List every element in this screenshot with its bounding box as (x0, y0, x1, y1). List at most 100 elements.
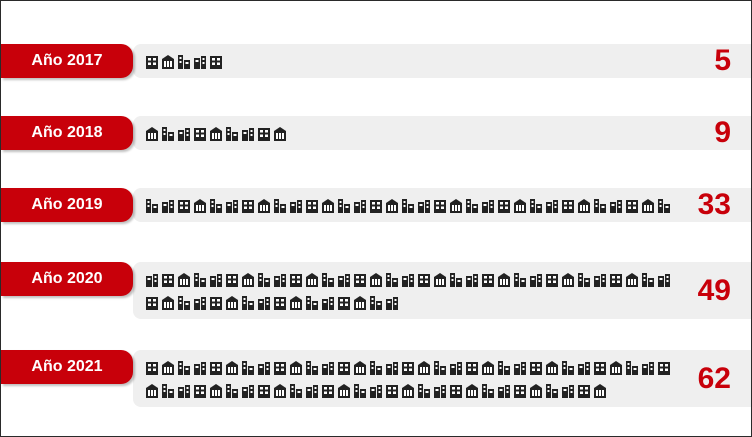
building-icon (642, 199, 654, 213)
building-icon (274, 199, 286, 213)
building-icon (258, 273, 270, 287)
building-icon (242, 273, 254, 287)
building-icon (514, 273, 526, 287)
building-icon (594, 362, 606, 375)
building-icon (162, 274, 174, 287)
building-icon (562, 200, 574, 213)
building-icon (370, 385, 382, 398)
building-icon (450, 199, 462, 213)
building-icon (418, 274, 430, 287)
building-icon (530, 274, 542, 287)
building-icon (402, 199, 414, 213)
building-icon (146, 56, 158, 69)
building-icon (482, 200, 494, 213)
pictogram-icons (144, 125, 684, 148)
building-icon (386, 385, 398, 398)
building-icon (338, 362, 350, 375)
building-icon (274, 362, 286, 375)
building-icon (178, 361, 190, 375)
building-icon (498, 200, 510, 213)
building-icon (338, 199, 350, 213)
building-icon (546, 361, 558, 375)
building-icon (338, 274, 350, 287)
building-icon (562, 273, 574, 287)
building-icon (322, 199, 334, 213)
building-icon (498, 361, 510, 375)
building-icon (322, 297, 334, 310)
building-icon (354, 361, 366, 375)
building-icon (226, 361, 238, 375)
building-icon (434, 200, 446, 213)
building-icon (370, 296, 382, 310)
building-icon (482, 384, 494, 398)
building-icon (146, 362, 158, 375)
building-icon (626, 361, 638, 375)
building-icon (354, 200, 366, 213)
building-icon (274, 274, 286, 287)
building-icon (194, 128, 206, 141)
building-icon (546, 384, 558, 398)
chart-row: Año 2021 62 (1, 350, 751, 407)
building-icon (274, 127, 286, 141)
building-icon (658, 362, 670, 375)
category-label: Año 2018 (1, 116, 133, 150)
building-icon (402, 274, 414, 287)
building-icon (466, 199, 478, 213)
building-icon (162, 127, 174, 141)
building-icon (642, 362, 654, 375)
building-icon (498, 385, 510, 398)
category-label: Año 2020 (1, 262, 133, 296)
building-icon (482, 361, 494, 375)
category-label: Año 2019 (1, 188, 133, 222)
building-icon (242, 296, 254, 310)
pictogram-icons (144, 197, 684, 220)
building-icon (594, 199, 606, 213)
building-icon (578, 273, 590, 287)
building-icon (386, 199, 398, 213)
building-icon (610, 200, 622, 213)
pictogram-icons (144, 53, 684, 76)
value-label: 5 (714, 44, 731, 77)
building-icon (578, 362, 590, 375)
building-icon (210, 199, 222, 213)
building-icon (626, 273, 638, 287)
building-icon (178, 385, 190, 398)
building-icon (178, 200, 190, 213)
building-icon (290, 200, 302, 213)
category-label: Año 2021 (1, 350, 133, 384)
building-icon (226, 127, 238, 141)
building-icon (146, 199, 158, 213)
building-icon (274, 297, 286, 310)
building-icon (418, 361, 430, 375)
category-label: Año 2017 (1, 44, 133, 78)
building-icon (402, 384, 414, 398)
chart-row: Año 2018 9 (1, 116, 751, 150)
building-icon (146, 127, 158, 141)
building-icon (178, 296, 190, 310)
building-icon (226, 274, 238, 287)
building-icon (242, 385, 254, 398)
building-icon (242, 128, 254, 141)
pictogram-icons (144, 359, 684, 405)
chart-row: Año 2019 33 (1, 188, 751, 222)
building-icon (530, 199, 542, 213)
building-icon (434, 361, 446, 375)
building-icon (194, 297, 206, 310)
building-icon (466, 274, 478, 287)
building-icon (210, 384, 222, 398)
building-icon (226, 296, 238, 310)
building-icon (370, 361, 382, 375)
building-icon (146, 384, 158, 398)
building-icon (194, 362, 206, 375)
building-icon (210, 127, 222, 141)
building-icon (354, 384, 366, 398)
building-icon (514, 385, 526, 398)
building-icon (594, 384, 606, 398)
value-label: 33 (697, 188, 731, 221)
building-icon (194, 199, 206, 213)
building-icon (402, 362, 414, 375)
building-icon (162, 200, 174, 213)
building-icon (386, 362, 398, 375)
building-icon (306, 296, 318, 310)
building-icon (146, 297, 158, 310)
